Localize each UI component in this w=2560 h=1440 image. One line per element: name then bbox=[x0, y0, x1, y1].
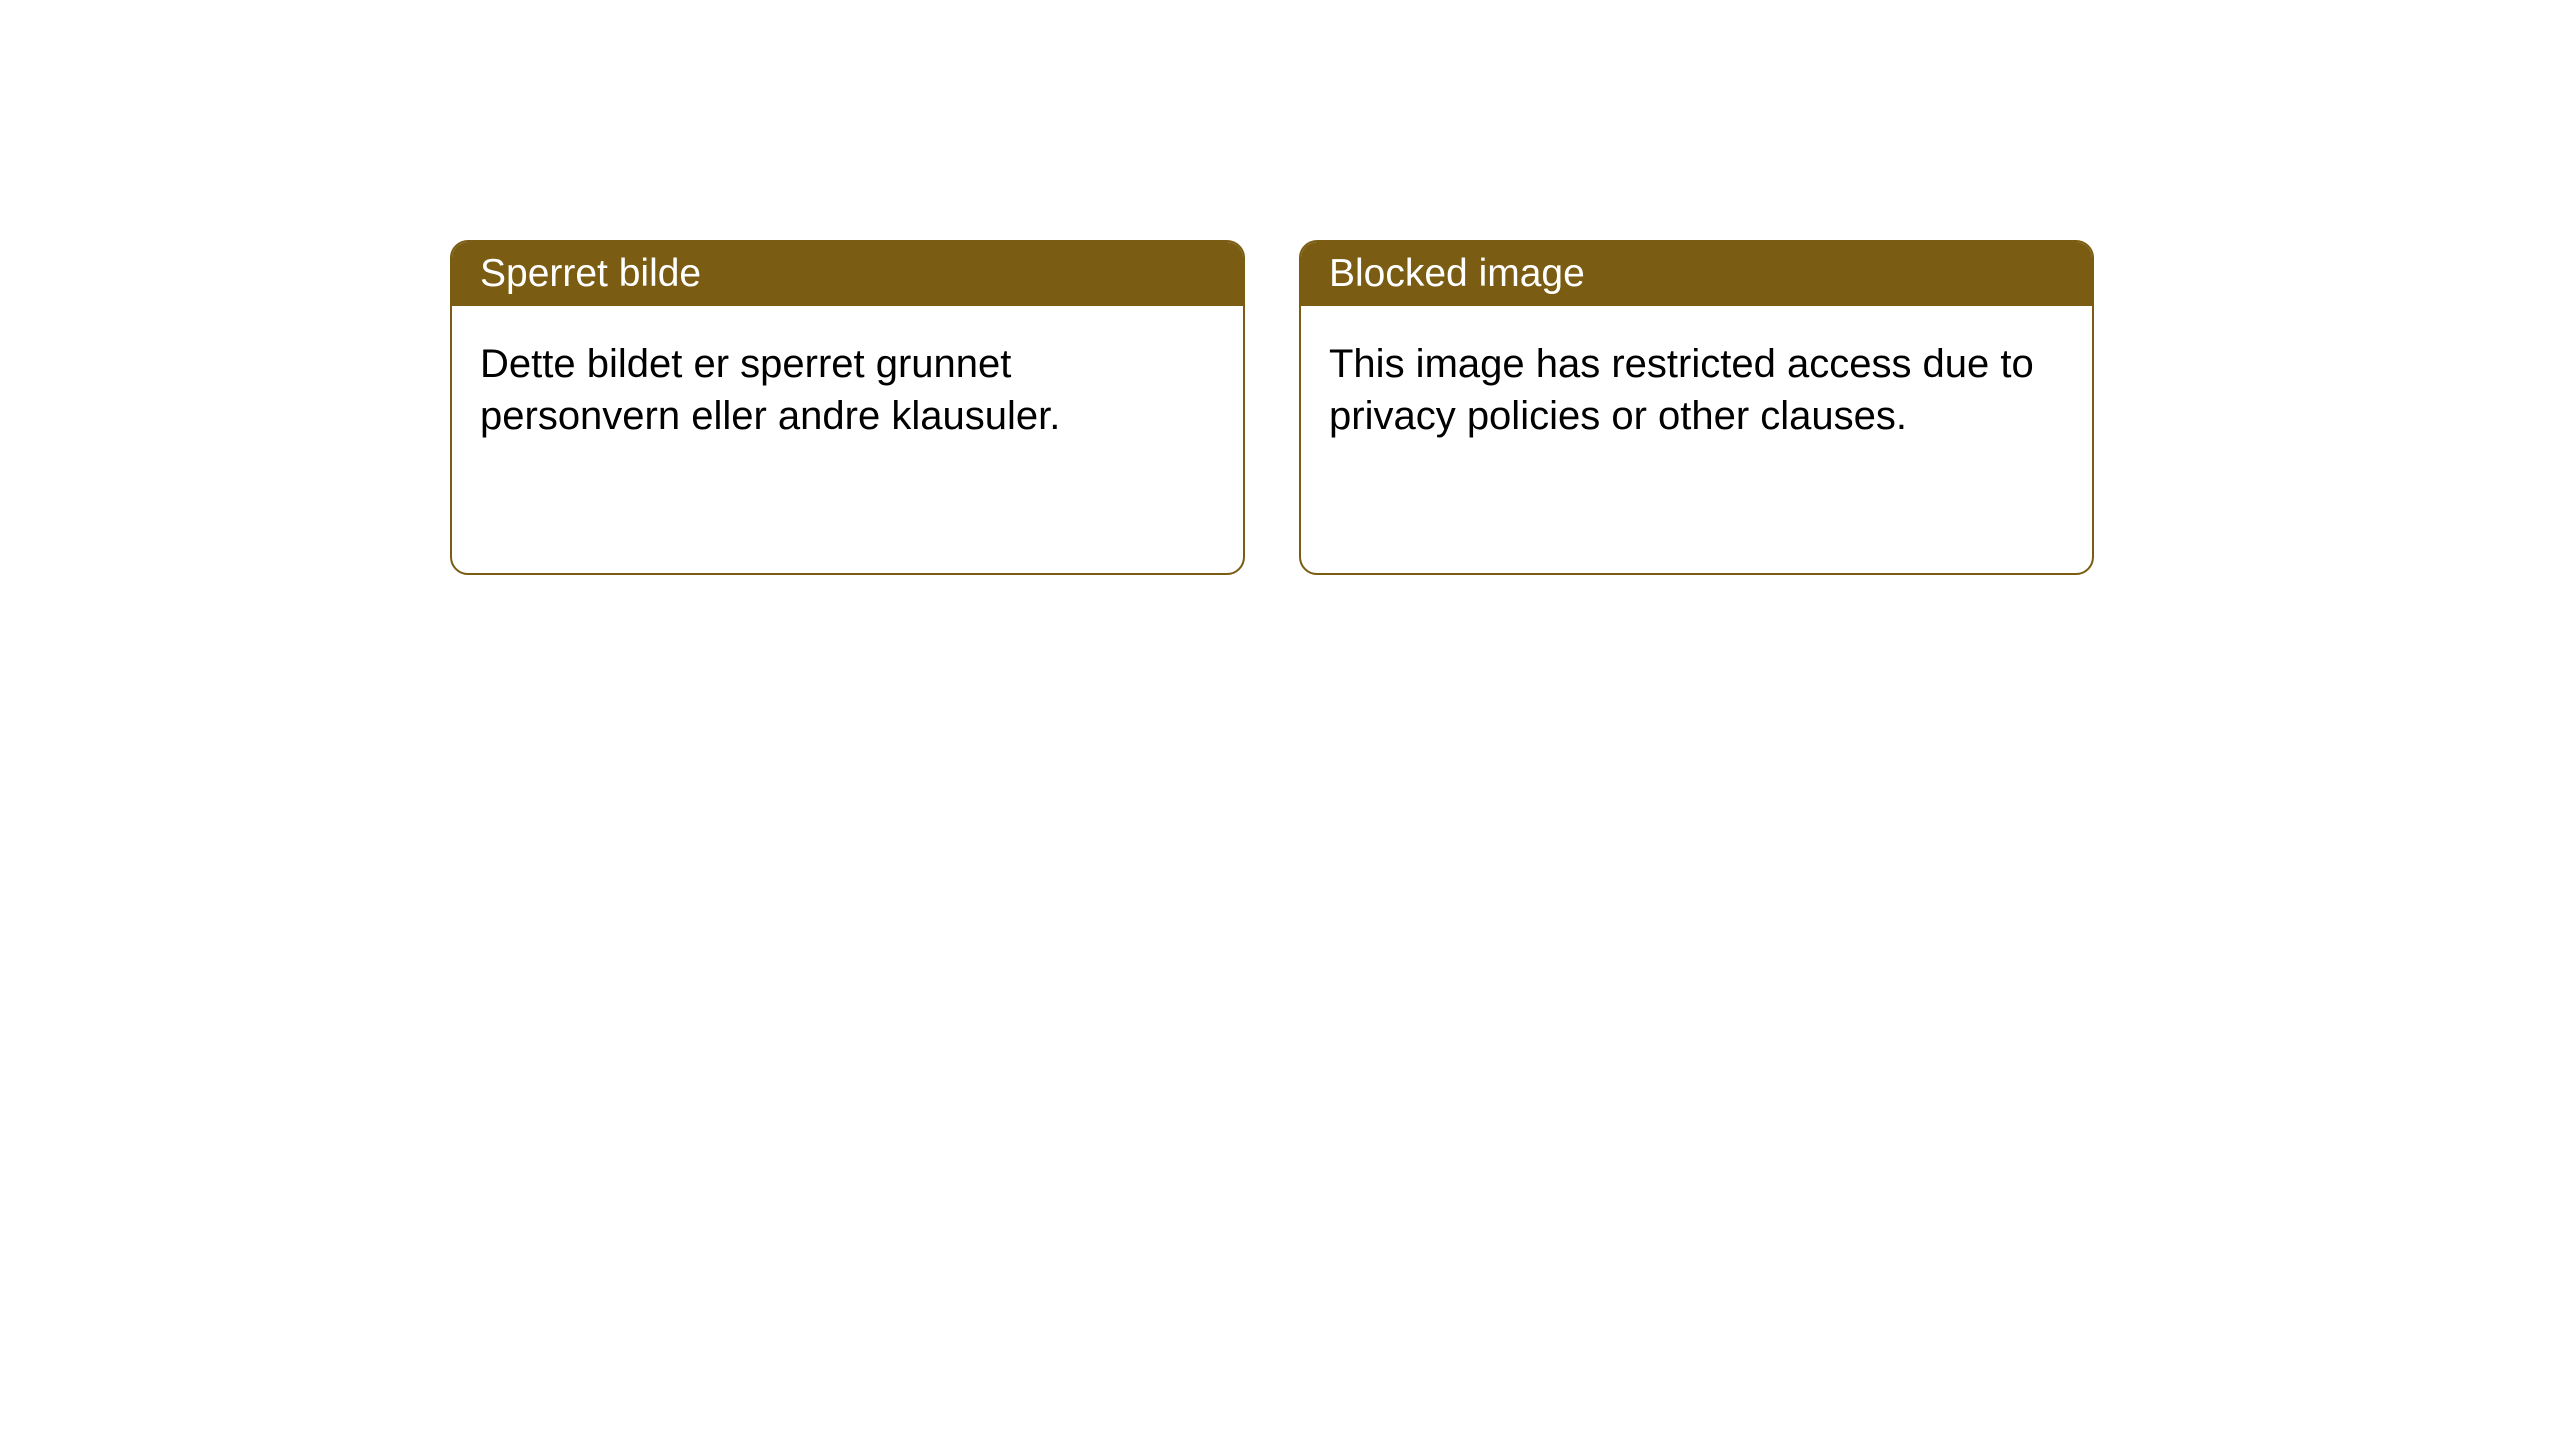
blocked-image-panel-norwegian: Sperret bilde Dette bildet er sperret gr… bbox=[450, 240, 1245, 575]
panel-header-norwegian: Sperret bilde bbox=[452, 242, 1243, 306]
panel-body-norwegian: Dette bildet er sperret grunnet personve… bbox=[452, 306, 1243, 474]
blocked-image-panel-english: Blocked image This image has restricted … bbox=[1299, 240, 2094, 575]
panel-header-english: Blocked image bbox=[1301, 242, 2092, 306]
panel-body-english: This image has restricted access due to … bbox=[1301, 306, 2092, 474]
notice-panels-container: Sperret bilde Dette bildet er sperret gr… bbox=[450, 240, 2560, 575]
